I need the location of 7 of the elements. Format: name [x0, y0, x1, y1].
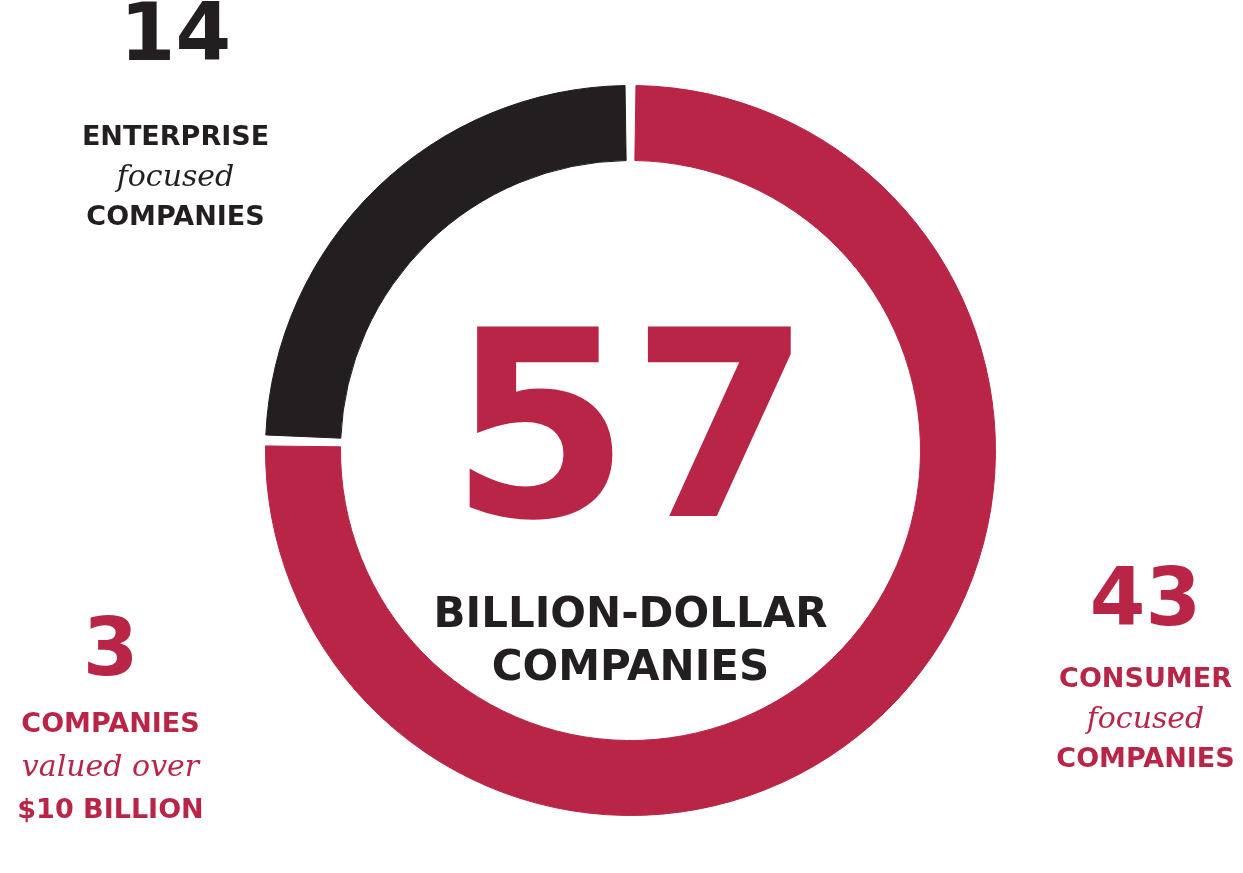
- data-label: 14: [119, 0, 232, 79]
- text: 57: [449, 274, 812, 577]
- slice-label: ENTERPRISE focused COMPANIES: [81, 120, 270, 231]
- text: 3 COMPANIES valued over $10 BILLION: [17, 601, 204, 824]
- slice-label: CONSUMER focused COMPANIES: [1056, 662, 1235, 773]
- data-label: 43: [1089, 551, 1202, 644]
- text: BILLION-DOLLAR COMPANIES: [433, 588, 828, 690]
